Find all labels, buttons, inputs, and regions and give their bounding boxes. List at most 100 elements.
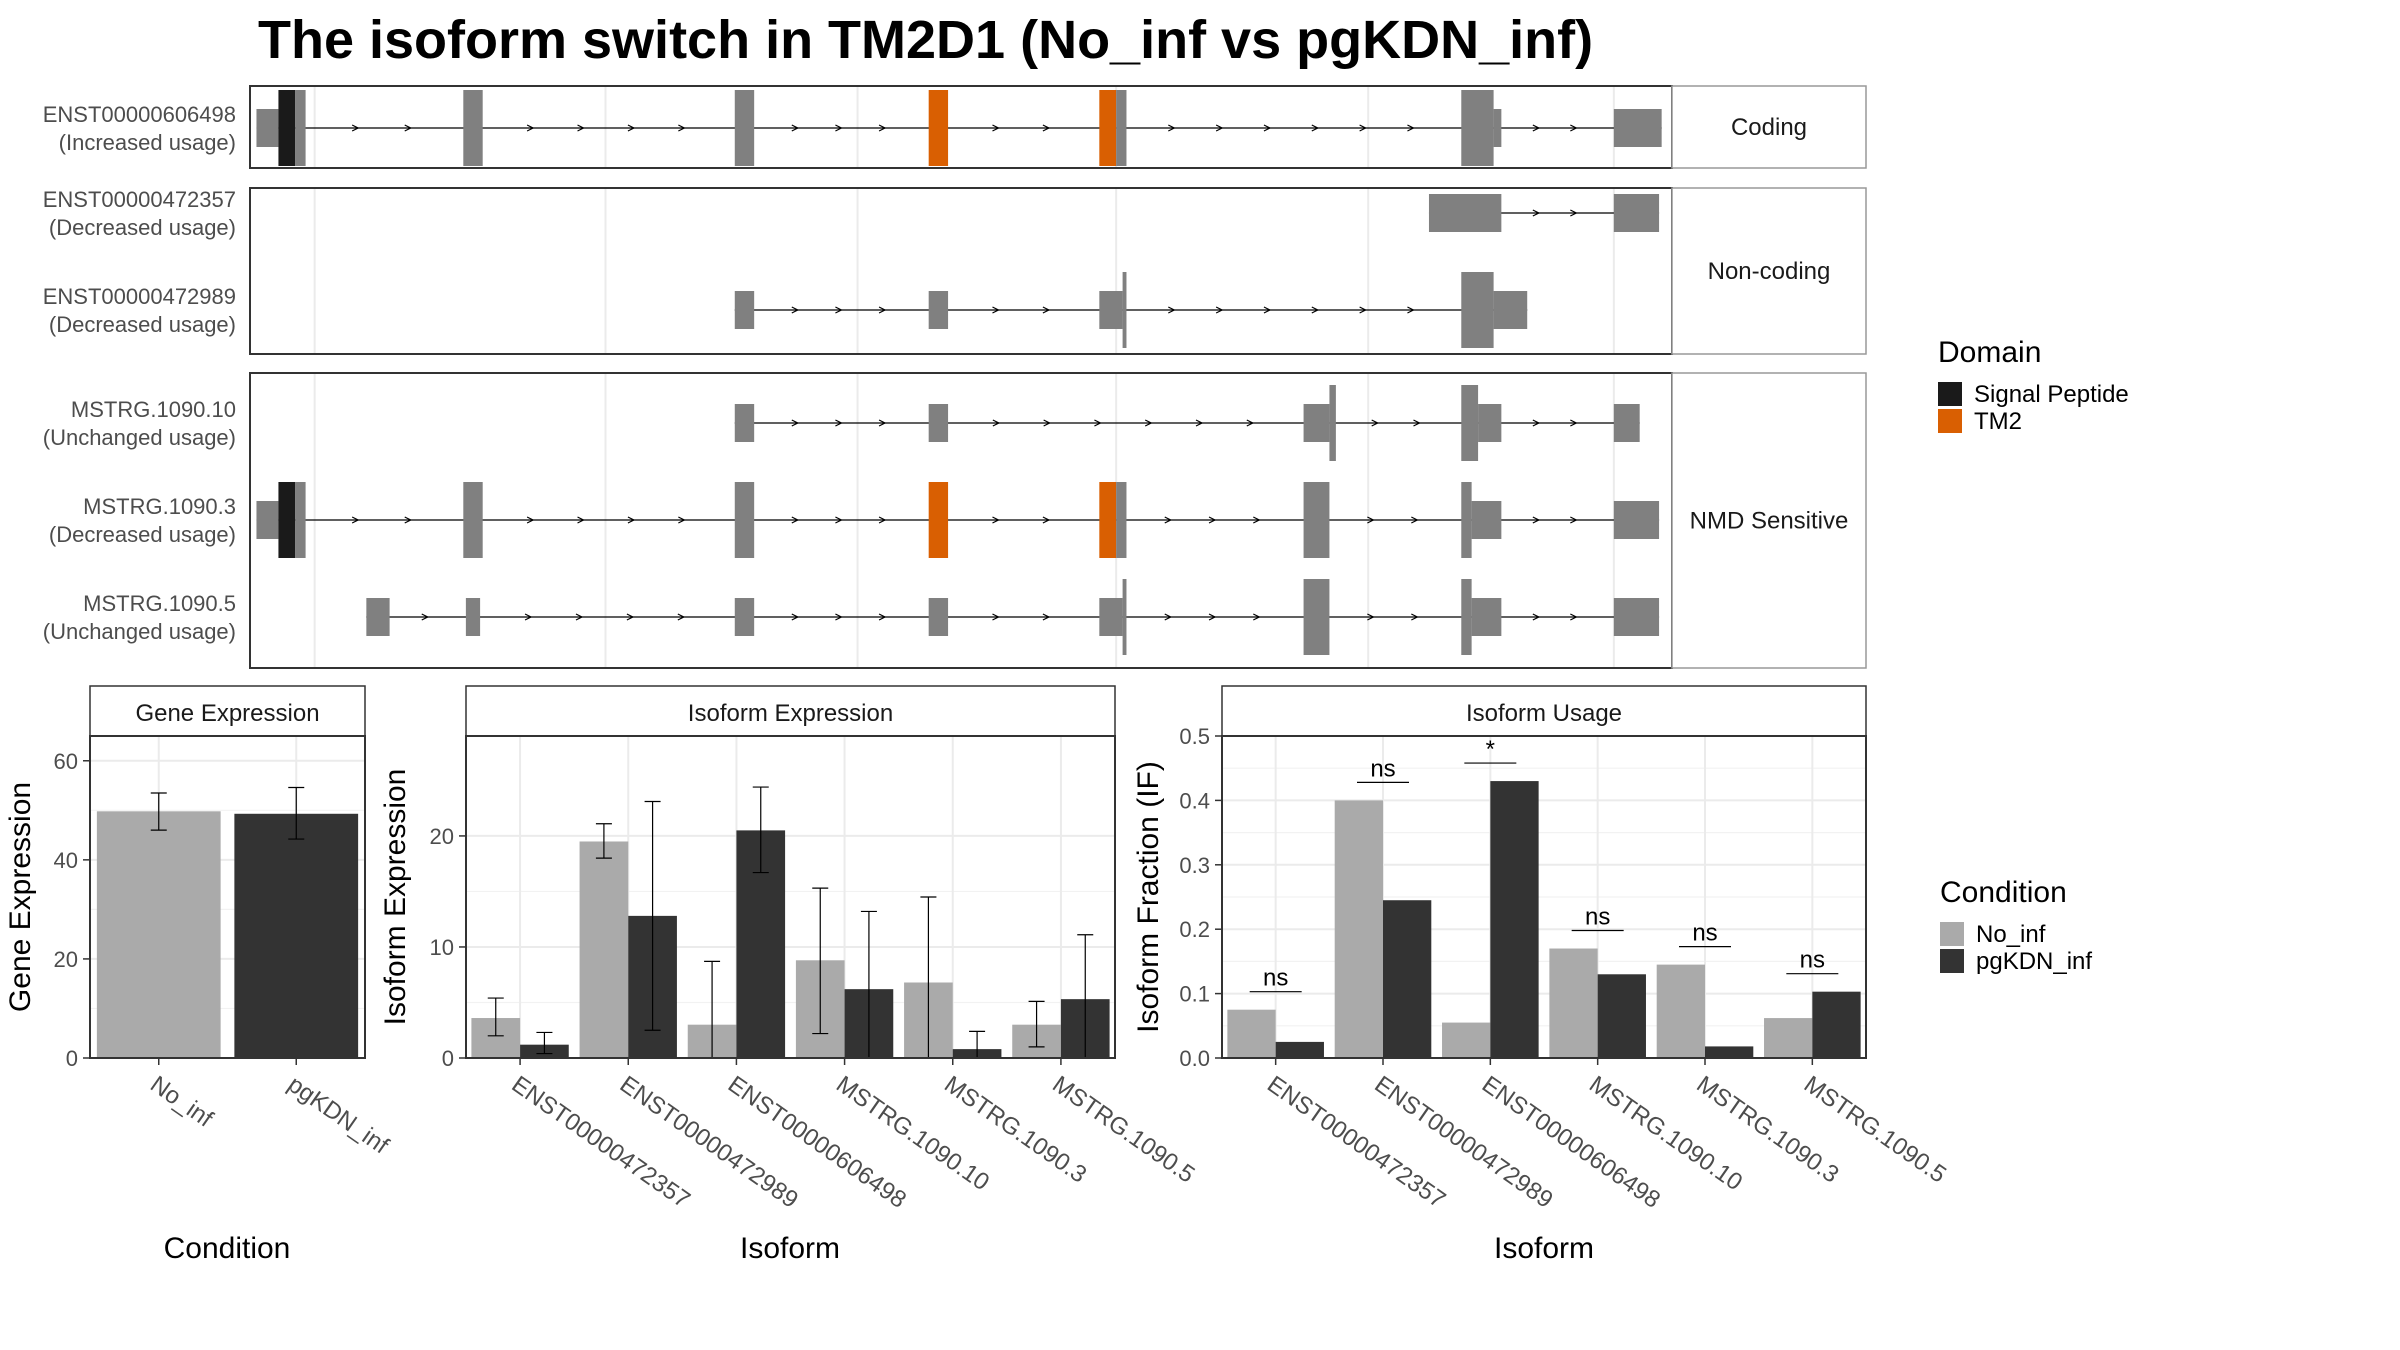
error-bar bbox=[487, 997, 504, 1037]
signal-peptide-exon bbox=[278, 90, 296, 166]
error-bar bbox=[536, 1031, 553, 1055]
x-axis-title: Isoform bbox=[1494, 1232, 1594, 1265]
isoform-name-label: ENST00000606498 bbox=[43, 102, 236, 127]
exon bbox=[928, 598, 949, 636]
strand-arrow bbox=[1407, 306, 1415, 314]
strand-arrow bbox=[835, 613, 843, 621]
facet-strip bbox=[89, 685, 366, 737]
exon bbox=[734, 291, 755, 329]
strand-arrow bbox=[1570, 124, 1578, 132]
x-tick-label: No_inf bbox=[145, 1071, 218, 1133]
legend-key bbox=[1940, 949, 1964, 973]
exon bbox=[1493, 291, 1528, 329]
facet-strip bbox=[1671, 372, 1867, 669]
bar bbox=[1442, 1022, 1491, 1058]
y-tick-label: 0.1 bbox=[1179, 982, 1210, 1007]
strand-arrow bbox=[627, 516, 636, 524]
bar bbox=[234, 813, 359, 1058]
error-bar bbox=[812, 887, 829, 1035]
isoform-name-label: ENST00000472357 bbox=[43, 187, 236, 212]
strand-arrow bbox=[1042, 516, 1051, 524]
strand-arrow bbox=[1208, 516, 1217, 524]
strand-arrow bbox=[1371, 419, 1380, 427]
strand-arrow bbox=[1246, 419, 1255, 427]
strand-arrow bbox=[1413, 419, 1421, 427]
strand-arrow bbox=[878, 306, 887, 314]
strand-arrow bbox=[626, 613, 635, 621]
strand-arrow bbox=[1253, 516, 1261, 524]
exon bbox=[1461, 90, 1494, 166]
error-bar bbox=[150, 792, 167, 831]
panel-border bbox=[1221, 735, 1867, 1059]
significance-label: ns bbox=[1263, 965, 1288, 992]
strand-arrow bbox=[1164, 613, 1173, 621]
exon bbox=[1303, 404, 1330, 442]
facet-strip-label: Coding bbox=[1731, 114, 1807, 141]
strand-arrow bbox=[1042, 124, 1051, 132]
significance-label: ns bbox=[1800, 947, 1825, 974]
exon bbox=[734, 404, 755, 442]
error-bar bbox=[595, 823, 612, 859]
bar-chart-panel: Gene Expression 0 20 40 60 No_inf pgKDN_inf Con… bbox=[4, 685, 394, 1265]
isoform-usage-label: (Increased usage) bbox=[59, 130, 236, 155]
bar bbox=[1656, 964, 1705, 1058]
strand-arrow bbox=[1042, 613, 1051, 621]
exon bbox=[734, 482, 755, 558]
exon bbox=[1461, 272, 1494, 348]
exon bbox=[734, 90, 755, 166]
bar bbox=[1549, 948, 1598, 1058]
legend-label: TM2 bbox=[1974, 408, 2022, 435]
structure-panel: ENST00000472357(Decreased usage)ENST0000… bbox=[43, 187, 1867, 355]
significance-label: ns bbox=[1692, 920, 1717, 947]
error-bar bbox=[288, 786, 305, 840]
strand-arrow bbox=[351, 516, 360, 524]
strand-arrow bbox=[1532, 209, 1541, 217]
expression-bar-charts: Gene Expression 0 20 40 60 No_inf pgKDN_inf Con… bbox=[4, 685, 1951, 1265]
y-tick-label: 0.4 bbox=[1179, 788, 1210, 813]
strand-arrow bbox=[992, 124, 1000, 132]
exon bbox=[1099, 598, 1123, 636]
bar bbox=[1275, 1041, 1324, 1058]
tm2-exon bbox=[928, 482, 949, 558]
figure-title: The isoform switch in TM2D1 (No_inf vs p… bbox=[258, 10, 1593, 70]
strand-arrow bbox=[1570, 516, 1578, 524]
x-axis-title: Condition bbox=[164, 1232, 291, 1265]
strand-arrow bbox=[835, 419, 843, 427]
x-tick-label: ENST00000472989 bbox=[615, 1071, 803, 1214]
facet-strip-label: Non-coding bbox=[1708, 258, 1831, 285]
strand-arrow bbox=[1263, 306, 1272, 314]
y-tick-label: 60 bbox=[54, 749, 78, 774]
tm2-exon bbox=[1099, 90, 1117, 166]
exon bbox=[463, 482, 483, 558]
isoform-track: ENST00000606498 (Increased usage) bbox=[43, 90, 1662, 166]
strand-arrow bbox=[575, 613, 584, 621]
strand-arrow bbox=[524, 613, 533, 621]
strand-arrow bbox=[1532, 516, 1541, 524]
strand-arrow bbox=[1144, 419, 1153, 427]
strand-arrow bbox=[1311, 124, 1320, 132]
strand-arrow bbox=[835, 124, 843, 132]
y-tick-label: 20 bbox=[54, 947, 78, 972]
exon bbox=[1329, 385, 1336, 461]
error-bar bbox=[1028, 1000, 1045, 1048]
error-bar bbox=[644, 800, 661, 1031]
structure-panel: ENST00000606498 (Increased usage) Coding bbox=[43, 85, 1867, 169]
exon bbox=[1613, 501, 1660, 539]
y-tick-label: 20 bbox=[430, 824, 454, 849]
exon bbox=[463, 90, 483, 166]
strand-arrow bbox=[627, 124, 636, 132]
exon bbox=[1478, 404, 1502, 442]
strand-arrow bbox=[1043, 419, 1051, 427]
exon bbox=[1461, 385, 1479, 461]
chart-title: Isoform Expression bbox=[688, 700, 893, 727]
strand-arrow bbox=[1411, 516, 1419, 524]
strand-arrow bbox=[1094, 419, 1102, 427]
bar bbox=[1334, 800, 1383, 1058]
isoform-usage-label: (Decreased usage) bbox=[49, 312, 236, 337]
significance-label: * bbox=[1486, 736, 1495, 763]
signal-peptide-exon bbox=[278, 482, 296, 558]
strand-arrow bbox=[1532, 613, 1541, 621]
bar bbox=[1383, 900, 1432, 1058]
